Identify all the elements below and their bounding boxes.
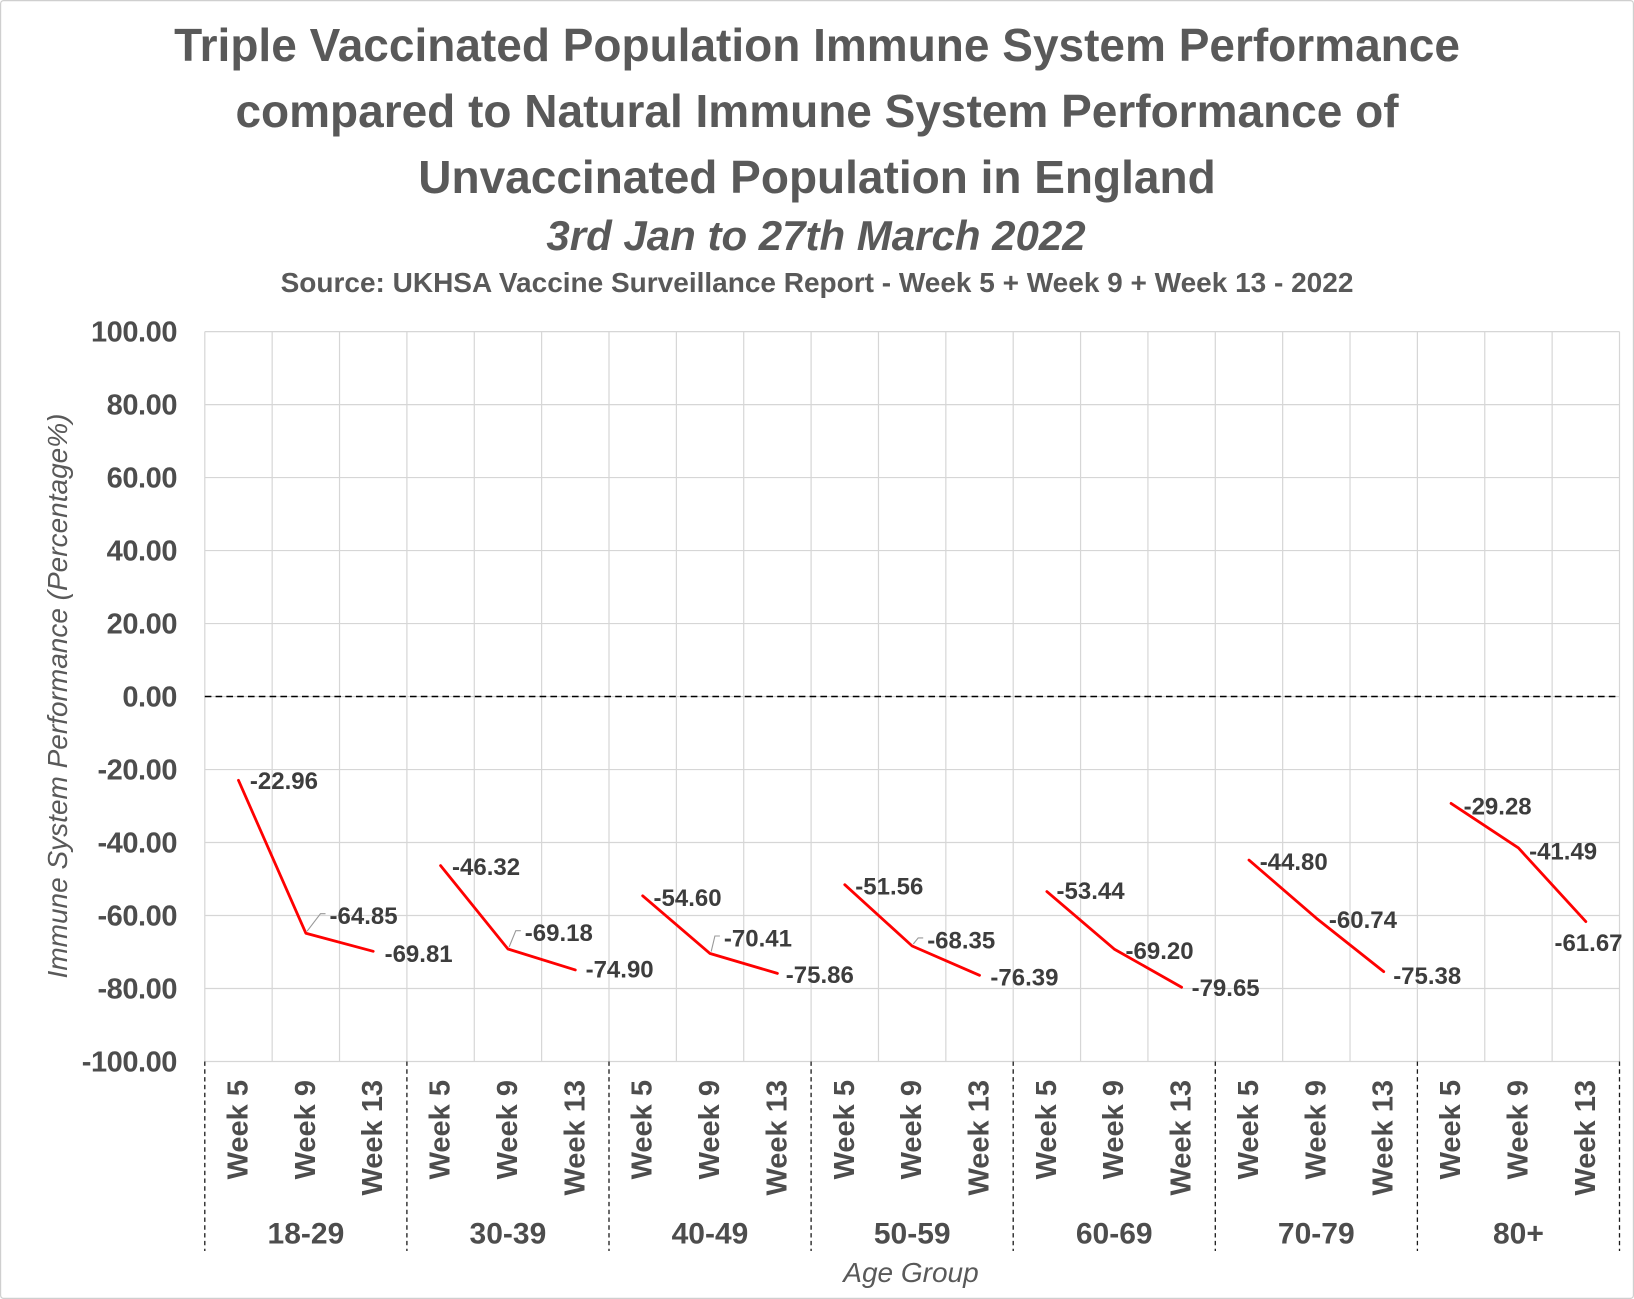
svg-text:100.00: 100.00 bbox=[91, 317, 177, 349]
svg-text:Week 13: Week 13 bbox=[761, 1080, 793, 1196]
svg-text:-80.00: -80.00 bbox=[97, 974, 177, 1006]
svg-text:Week 5: Week 5 bbox=[627, 1080, 659, 1179]
svg-text:Week 13: Week 13 bbox=[357, 1080, 389, 1196]
svg-text:-76.39: -76.39 bbox=[990, 965, 1058, 992]
svg-text:Week 9: Week 9 bbox=[694, 1080, 726, 1179]
svg-text:3rd Jan to 27th March 2022: 3rd Jan to 27th March 2022 bbox=[546, 212, 1085, 259]
svg-text:-75.86: -75.86 bbox=[786, 962, 854, 989]
svg-text:-54.60: -54.60 bbox=[654, 885, 722, 912]
svg-text:50-59: 50-59 bbox=[874, 1218, 951, 1251]
svg-text:-61.67: -61.67 bbox=[1554, 930, 1622, 957]
svg-text:Age Group: Age Group bbox=[841, 1257, 978, 1288]
svg-text:70-79: 70-79 bbox=[1278, 1218, 1355, 1251]
svg-text:Week 9: Week 9 bbox=[492, 1080, 524, 1179]
svg-text:-51.56: -51.56 bbox=[855, 874, 923, 901]
svg-text:Immune System Performance (Per: Immune System Performance (Percentage%) bbox=[42, 414, 73, 979]
svg-text:Week 5: Week 5 bbox=[425, 1080, 457, 1179]
svg-text:40-49: 40-49 bbox=[672, 1218, 749, 1251]
svg-text:-100.00: -100.00 bbox=[82, 1047, 177, 1079]
svg-text:-44.80: -44.80 bbox=[1260, 849, 1328, 876]
svg-text:-74.90: -74.90 bbox=[586, 956, 654, 983]
svg-text:-53.44: -53.44 bbox=[1057, 878, 1126, 905]
svg-text:Week 5: Week 5 bbox=[1435, 1080, 1467, 1179]
svg-text:60.00: 60.00 bbox=[107, 463, 177, 495]
svg-text:80+: 80+ bbox=[1493, 1218, 1544, 1251]
svg-text:-69.81: -69.81 bbox=[385, 941, 453, 968]
svg-text:Week 9: Week 9 bbox=[1502, 1080, 1534, 1179]
svg-text:-20.00: -20.00 bbox=[97, 755, 177, 787]
svg-text:40.00: 40.00 bbox=[107, 536, 177, 568]
svg-text:0.00: 0.00 bbox=[122, 682, 177, 714]
svg-text:Week 13: Week 13 bbox=[1166, 1080, 1198, 1196]
svg-text:-70.41: -70.41 bbox=[724, 926, 792, 953]
svg-text:-41.49: -41.49 bbox=[1529, 839, 1597, 866]
svg-text:Week 13: Week 13 bbox=[964, 1080, 996, 1196]
svg-text:Week 13: Week 13 bbox=[1570, 1080, 1602, 1196]
svg-text:Week 13: Week 13 bbox=[1368, 1080, 1400, 1196]
svg-text:20.00: 20.00 bbox=[107, 609, 177, 641]
svg-text:-60.74: -60.74 bbox=[1329, 907, 1398, 934]
svg-text:-79.65: -79.65 bbox=[1192, 975, 1260, 1002]
svg-text:Week 5: Week 5 bbox=[829, 1080, 861, 1179]
svg-text:30-39: 30-39 bbox=[470, 1218, 547, 1251]
svg-text:Week 9: Week 9 bbox=[896, 1080, 928, 1179]
svg-text:Week 9: Week 9 bbox=[1098, 1080, 1130, 1179]
svg-text:-64.85: -64.85 bbox=[330, 903, 398, 930]
svg-text:-22.96: -22.96 bbox=[250, 768, 318, 795]
svg-text:80.00: 80.00 bbox=[107, 390, 177, 422]
svg-text:-60.00: -60.00 bbox=[97, 901, 177, 933]
svg-text:compared to Natural Immune Sys: compared to Natural Immune System Perfor… bbox=[235, 85, 1399, 137]
svg-text:-75.38: -75.38 bbox=[1393, 963, 1461, 990]
svg-text:Week 13: Week 13 bbox=[559, 1080, 591, 1196]
svg-text:-68.35: -68.35 bbox=[927, 927, 995, 954]
svg-text:18-29: 18-29 bbox=[268, 1218, 345, 1251]
svg-text:-69.20: -69.20 bbox=[1126, 938, 1194, 965]
svg-text:60-69: 60-69 bbox=[1076, 1218, 1153, 1251]
svg-text:Source: UKHSA Vaccine Surveill: Source: UKHSA Vaccine Surveillance Repor… bbox=[281, 267, 1354, 298]
svg-text:-29.28: -29.28 bbox=[1464, 794, 1532, 821]
svg-text:Unvaccinated Population in Eng: Unvaccinated Population in England bbox=[418, 151, 1215, 203]
svg-text:Week 9: Week 9 bbox=[290, 1080, 322, 1179]
svg-text:Week 5: Week 5 bbox=[1031, 1080, 1063, 1179]
svg-text:Triple Vaccinated Population I: Triple Vaccinated Population Immune Syst… bbox=[174, 19, 1460, 71]
svg-text:-69.18: -69.18 bbox=[525, 920, 593, 947]
svg-text:-46.32: -46.32 bbox=[452, 854, 520, 881]
svg-text:Week 5: Week 5 bbox=[1233, 1080, 1265, 1179]
svg-text:Week 5: Week 5 bbox=[223, 1080, 255, 1179]
svg-text:-40.00: -40.00 bbox=[97, 828, 177, 860]
svg-text:Week 9: Week 9 bbox=[1300, 1080, 1332, 1179]
